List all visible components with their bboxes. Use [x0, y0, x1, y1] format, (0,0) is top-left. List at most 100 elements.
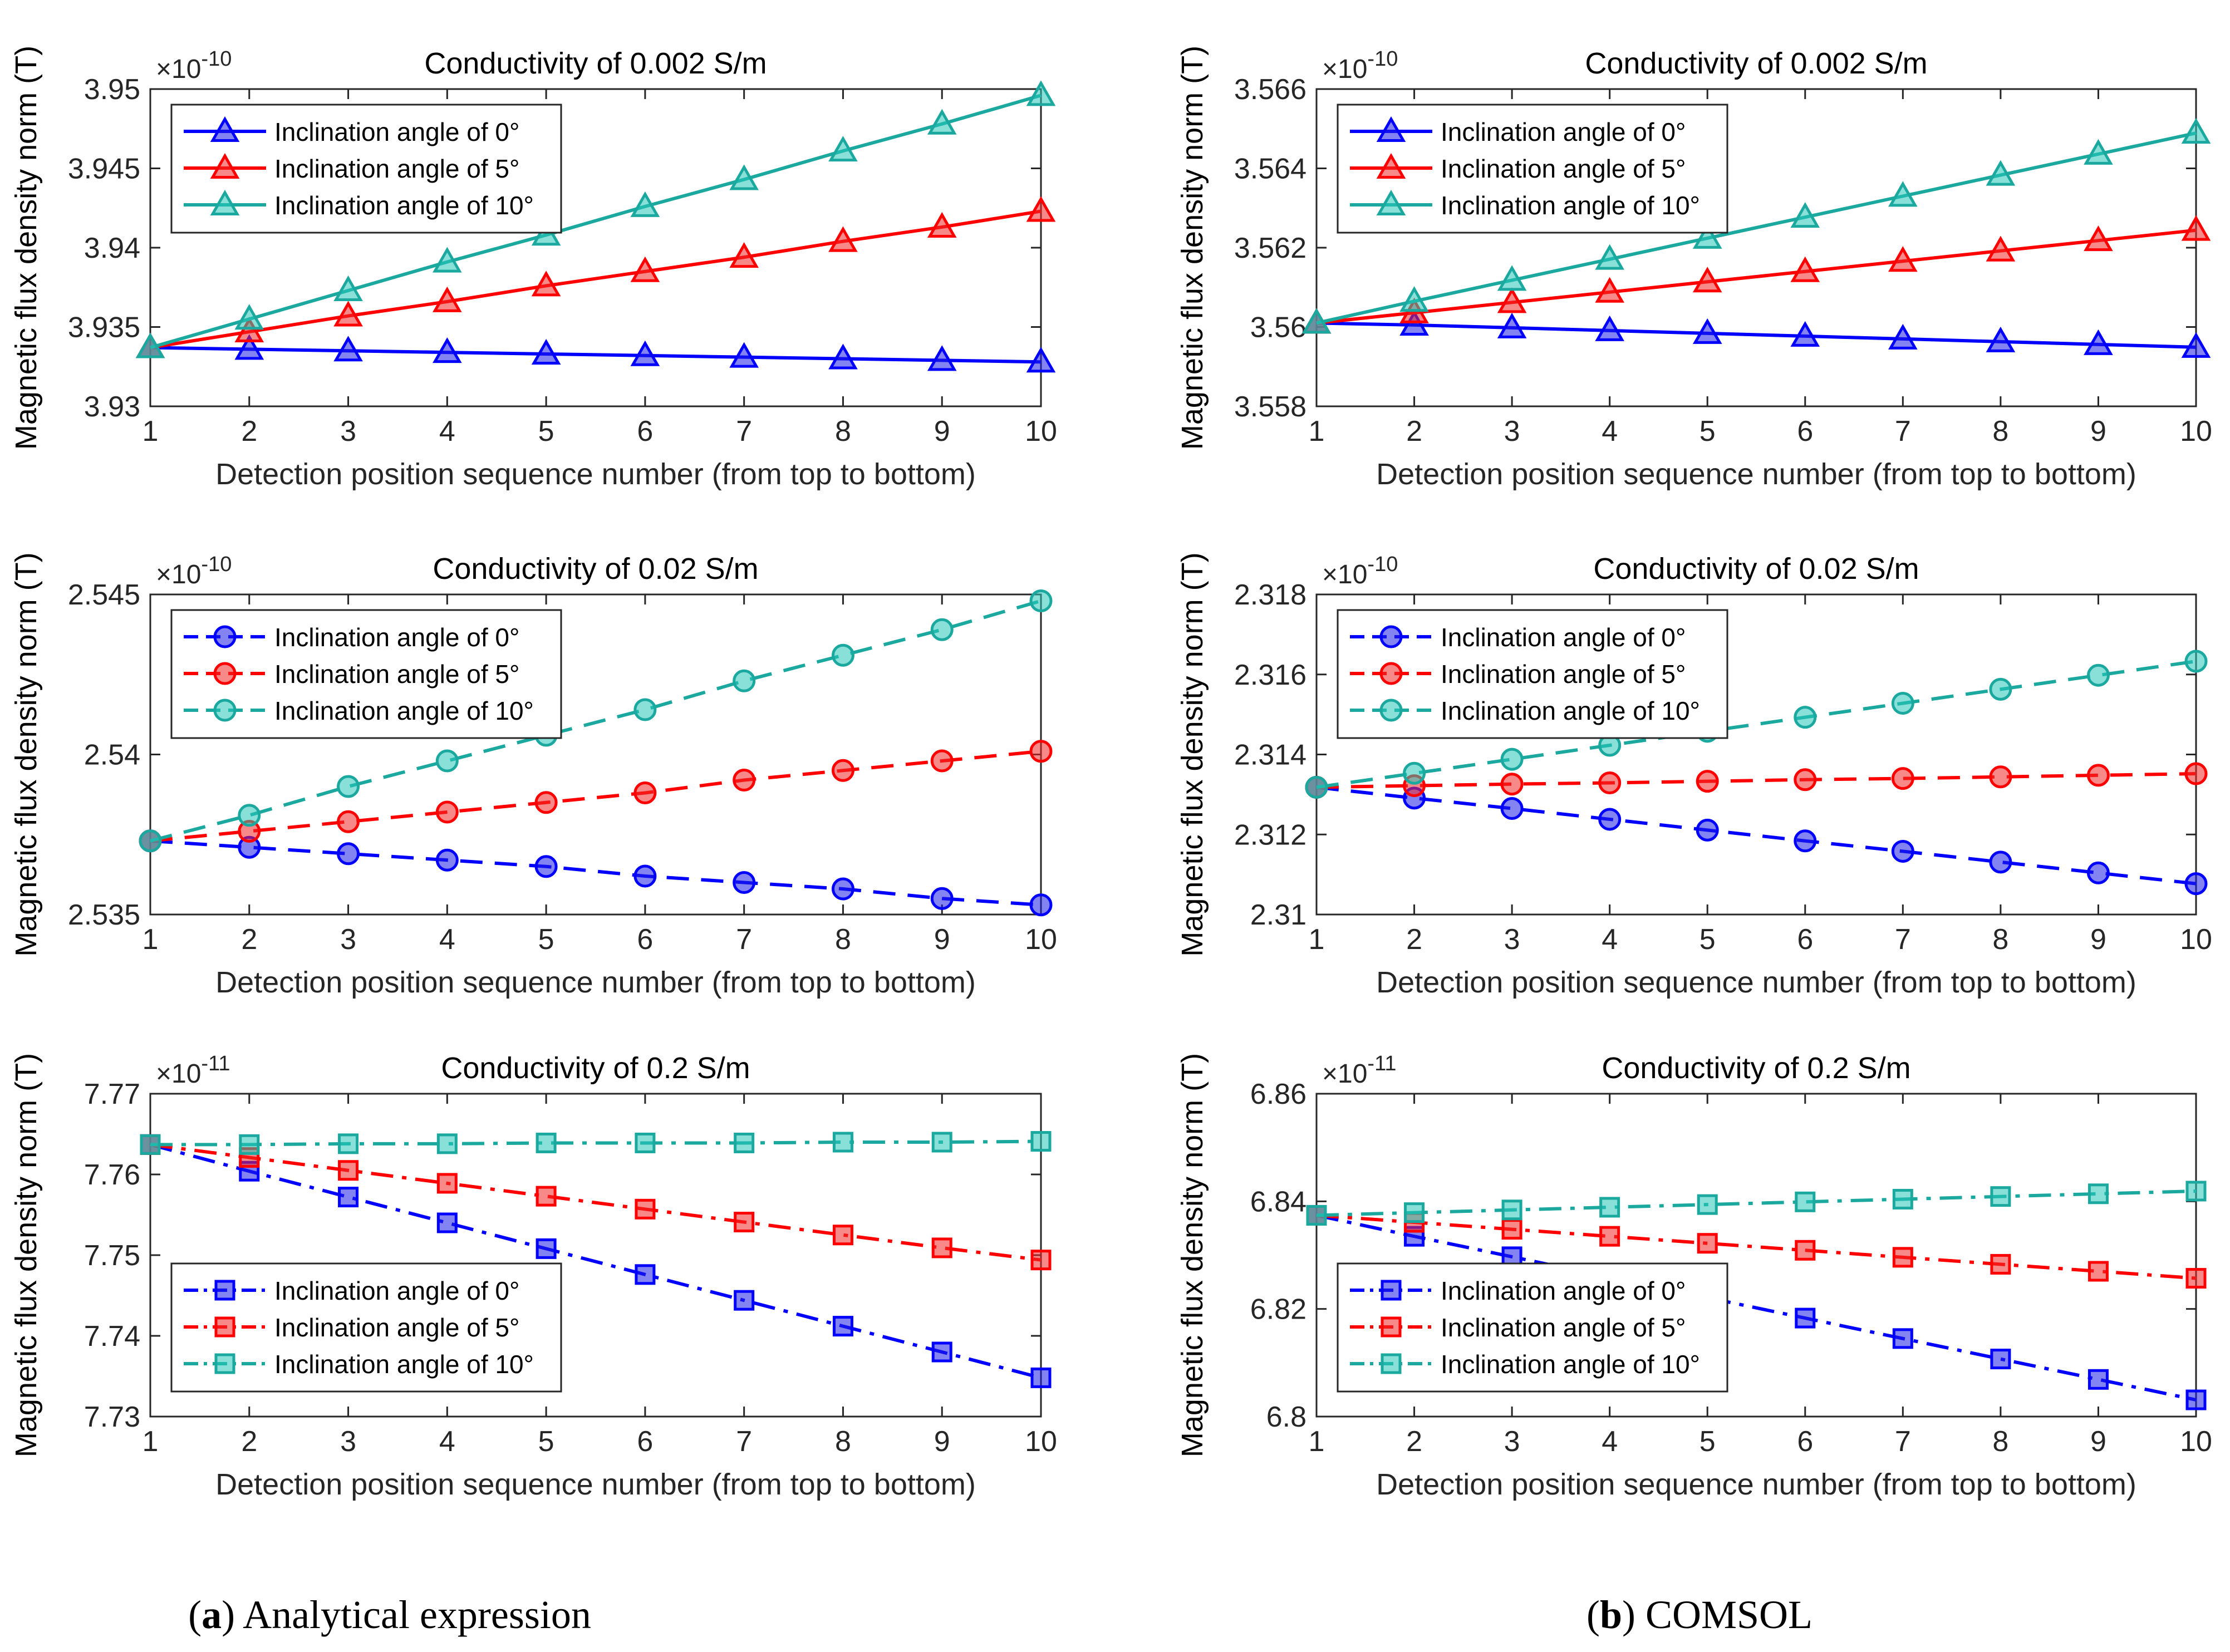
data-point [733, 871, 756, 894]
x-tick-label: 1 [143, 1425, 159, 1458]
legend-label: Inclination angle of 5° [274, 1313, 519, 1342]
series-line [150, 1143, 1042, 1262]
y-axis-label: Magnetic flux density norm (T) [9, 46, 43, 450]
data-point [1697, 1233, 1718, 1254]
y-tick-label: 3.558 [1234, 391, 1306, 423]
caption-b-text: COMSOL [1635, 1592, 1813, 1637]
data-point [927, 212, 957, 238]
data-point [1986, 235, 2016, 262]
data-point [734, 1212, 755, 1233]
data-point [433, 247, 462, 273]
data-point [338, 1160, 359, 1181]
data-point [2185, 1389, 2207, 1410]
y-tick-label: 3.562 [1234, 232, 1306, 264]
x-tick-label: 10 [1025, 1425, 1057, 1458]
data-point [828, 136, 858, 162]
data-point [832, 1316, 853, 1337]
data-point [337, 775, 360, 798]
data-point [1497, 287, 1527, 313]
data-point [1795, 1191, 1816, 1212]
y-axis-label: Magnetic flux density norm (T) [9, 1053, 43, 1457]
data-point [1989, 765, 2012, 789]
legend-marker [1381, 1316, 1402, 1338]
data-point [2087, 1183, 2109, 1204]
data-point [1790, 202, 1820, 228]
legend: Inclination angle of 0° Inclination angle… [170, 1262, 562, 1393]
data-point [2086, 861, 2110, 884]
exponent-label: ×10-10 [156, 553, 232, 589]
data-point [1986, 160, 2016, 186]
x-tick-label: 8 [1992, 1425, 2008, 1458]
legend-label: Inclination angle of 10° [1441, 1350, 1700, 1379]
data-point [2087, 1369, 2109, 1390]
exponent-label: ×10-11 [1322, 1052, 1397, 1089]
series-line [1316, 660, 2197, 789]
series-0 [135, 332, 1056, 373]
data-point [2181, 118, 2211, 144]
legend: Inclination angle of 0° Inclination angle… [1337, 609, 1728, 739]
data-point [1892, 1247, 1913, 1268]
data-point [1696, 770, 1719, 793]
data-point [1029, 589, 1053, 612]
data-point [2181, 215, 2211, 241]
data-point [930, 887, 954, 910]
data-point [234, 334, 264, 360]
x-tick-label: 2 [241, 1425, 257, 1458]
data-point [635, 1264, 656, 1285]
data-point [1790, 321, 1820, 347]
x-tick-label: 5 [1699, 1425, 1716, 1458]
chart-b3: 1 2 3 4 5 6 7 8 9 10 6.8 6.82 6.84 6.86 ×10-11 Conducti… [1176, 1051, 2212, 1501]
data-point [1795, 1307, 1816, 1329]
x-tick-label: 10 [2180, 415, 2212, 448]
x-tick-label: 1 [143, 415, 159, 448]
data-point [531, 338, 561, 365]
x-tick-label: 10 [1025, 415, 1057, 448]
x-tick-label: 6 [1797, 923, 1813, 956]
y-tick-label: 7.77 [84, 1078, 140, 1110]
x-tick-label: 4 [439, 1425, 455, 1458]
series-line [1316, 785, 2197, 886]
y-tick-label: 3.566 [1234, 73, 1306, 106]
data-point [630, 191, 660, 217]
series-line [150, 1139, 1042, 1147]
x-tick-label: 1 [1309, 415, 1325, 448]
data-point [1692, 223, 1722, 249]
x-tick-label: 3 [1504, 1425, 1520, 1458]
y-tick-label: 2.316 [1234, 659, 1306, 691]
data-point [1888, 181, 1918, 207]
x-tick-label: 7 [736, 923, 752, 956]
data-point [1595, 244, 1624, 270]
caption-b: (b) COMSOL [1586, 1592, 1813, 1637]
exponent-label: ×10-11 [156, 1052, 230, 1089]
data-point [1030, 1367, 1052, 1388]
legend-label: Inclination angle of 5° [1441, 1313, 1686, 1342]
legend: Inclination angle of 0° Inclination angle… [170, 609, 562, 739]
chart-title: Conductivity of 0.002 S/m [424, 47, 767, 80]
data-point [1891, 692, 1914, 715]
data-point [1990, 1186, 2011, 1207]
data-point [1599, 1226, 1620, 1247]
data-point [1892, 1328, 1913, 1349]
data-point [1404, 1202, 1425, 1223]
x-tick-label: 8 [835, 1425, 851, 1458]
y-tick-label: 3.935 [68, 312, 140, 344]
data-point [733, 669, 756, 692]
data-point [1692, 318, 1722, 344]
series-line [150, 209, 1042, 350]
legend-label: Inclination angle of 0° [1441, 117, 1686, 146]
data-point [1598, 808, 1622, 831]
data-point [931, 1341, 952, 1363]
legend-label: Inclination angle of 10° [1441, 191, 1700, 220]
data-point [234, 317, 264, 343]
data-point [1697, 1194, 1718, 1215]
y-axis-label: Magnetic flux density norm (T) [1176, 552, 1209, 956]
data-point [534, 855, 558, 878]
x-tick-label: 7 [1895, 415, 1911, 448]
data-point [2181, 332, 2211, 358]
series-line [1316, 321, 2197, 349]
x-tick-label: 2 [1406, 1425, 1422, 1458]
x-tick-label: 3 [340, 415, 356, 448]
x-tick-label: 6 [637, 923, 653, 956]
y-tick-label: 6.8 [1266, 1401, 1306, 1433]
